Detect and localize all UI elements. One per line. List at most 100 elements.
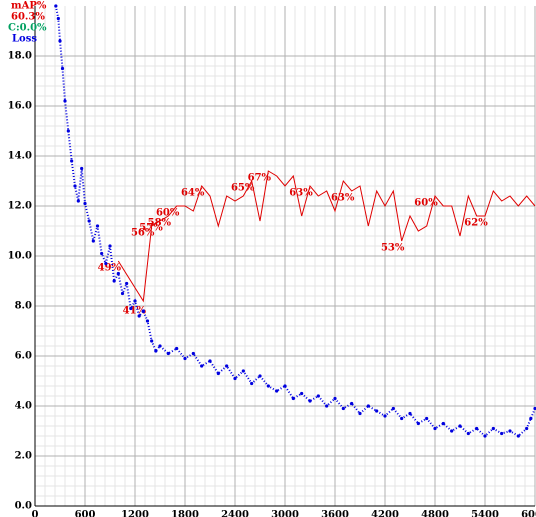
loss-point <box>316 394 320 398</box>
loss-point <box>216 371 220 376</box>
plot: 49%41%56%57%58%60%64% 65%67%63% 63%53%60%6… <box>54 4 536 438</box>
data-label: 60% <box>414 198 438 209</box>
legend-loss: Loss <box>12 34 37 45</box>
x-tick-label: 3000 <box>271 510 299 517</box>
loss-point <box>483 434 487 438</box>
y-tick-label: 18.0 <box>8 51 32 62</box>
loss-point <box>166 351 170 356</box>
loss-point <box>458 424 462 428</box>
loss-point <box>533 406 536 411</box>
loss-point <box>100 251 104 256</box>
loss-point <box>80 166 84 171</box>
loss-point <box>408 411 412 416</box>
loss-point <box>191 351 195 356</box>
data-label: 65% <box>231 183 255 194</box>
loss-point <box>87 219 91 223</box>
data-label: 60% <box>156 208 180 219</box>
loss-point <box>141 309 145 313</box>
loss-point <box>63 99 67 103</box>
loss-point <box>441 421 445 426</box>
loss-point <box>500 431 504 436</box>
loss-point <box>529 416 533 421</box>
loss-point <box>108 244 112 248</box>
loss-point <box>133 299 137 303</box>
loss-point <box>175 346 179 351</box>
data-label: 56% <box>131 228 155 239</box>
loss-point <box>475 426 479 431</box>
loss-point <box>450 429 454 433</box>
loss-point <box>116 271 120 276</box>
x-tick-label: 6000 <box>521 510 536 517</box>
loss-point <box>375 409 379 413</box>
x-tick-label: 5400 <box>471 510 499 517</box>
loss-point <box>73 184 77 188</box>
loss-point <box>300 391 304 396</box>
loss-point <box>416 421 420 426</box>
x-tick-label: 3600 <box>321 510 349 517</box>
loss-point <box>525 426 529 431</box>
x-tick-label: 4200 <box>371 510 399 517</box>
loss-point <box>333 396 337 401</box>
x-tick-label: 4800 <box>421 510 449 517</box>
loss-point <box>83 201 87 206</box>
loss-point <box>291 396 295 401</box>
loss-point <box>154 349 158 353</box>
data-label: 63% <box>331 193 355 204</box>
y-tick-label: 16.0 <box>8 101 32 112</box>
data-label: 57% <box>139 223 163 234</box>
loss-point <box>58 39 62 43</box>
loss-point <box>95 224 100 228</box>
y-tick-label: 12.0 <box>8 201 32 212</box>
data-label: 63% <box>289 188 313 199</box>
x-tick-label: 1200 <box>121 510 149 517</box>
loss-point <box>491 426 495 431</box>
data-label: 64% <box>181 188 205 199</box>
loss-point <box>241 369 245 373</box>
calibration: C:0.0% <box>8 23 47 34</box>
data-label: 41% <box>123 306 147 317</box>
x-tick-label: 2400 <box>221 510 249 517</box>
y-tick-label: 8.0 <box>15 301 32 312</box>
data-label: 49% <box>98 263 122 274</box>
y-tick-label: 6.0 <box>15 351 32 362</box>
loss-point <box>56 16 60 21</box>
loss-point <box>145 319 150 323</box>
loss-point <box>325 404 329 408</box>
x-tick-label: 1800 <box>171 510 199 517</box>
loss-point <box>125 281 129 286</box>
current-map: 60.3% <box>11 12 45 23</box>
loss-point <box>54 4 58 8</box>
y-tick-label: 2.0 <box>15 451 32 462</box>
loss-point <box>70 159 74 163</box>
loss-point <box>233 376 237 381</box>
loss-point <box>516 434 520 438</box>
data-label: 53% <box>381 243 405 254</box>
loss-point <box>433 426 437 431</box>
loss-point <box>308 399 312 403</box>
loss-point <box>425 416 429 421</box>
loss-point <box>137 314 141 318</box>
loss-point <box>466 431 470 436</box>
loss-point <box>258 374 262 378</box>
loss-point <box>225 364 229 368</box>
loss-point <box>275 389 279 393</box>
loss-point <box>112 279 116 283</box>
data-label: 67% <box>248 173 272 184</box>
loss-point <box>66 129 70 133</box>
loss-point <box>158 344 162 348</box>
loss-point <box>266 384 270 388</box>
loss-point <box>91 239 95 243</box>
y-tick-label: 0.0 <box>15 501 32 512</box>
loss-point <box>183 356 187 361</box>
data-label: 58% <box>148 218 172 229</box>
legend-map: mAP% <box>11 1 47 12</box>
legend: mAP% 60.3% C:0.0% Loss <box>8 1 47 45</box>
loss-point <box>391 406 395 411</box>
y-tick-label: 4.0 <box>15 401 32 412</box>
y-tick-label: 14.0 <box>8 151 32 162</box>
x-tick-label: 600 <box>75 510 96 517</box>
loss-point <box>350 401 354 406</box>
loss-point <box>76 199 80 203</box>
